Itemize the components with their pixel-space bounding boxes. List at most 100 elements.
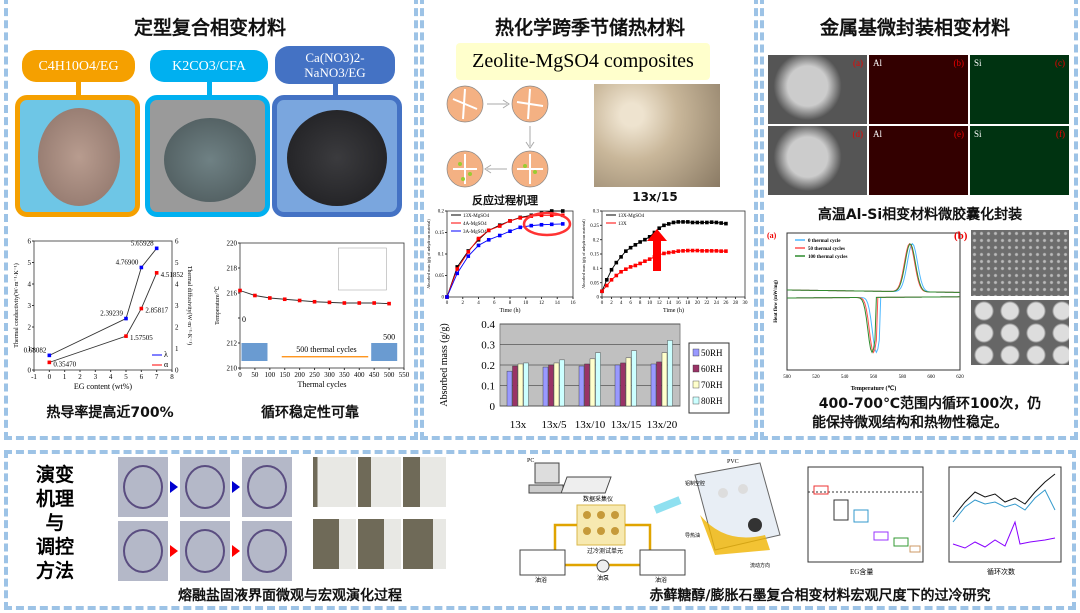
start-label: 0 [242, 315, 246, 324]
legend-label: 0 thermal cycle [808, 239, 841, 244]
droplet [123, 529, 163, 573]
y-axis-label: Thermal conductivity(W·m⁻¹·K⁻¹) [13, 263, 20, 347]
caption-photo: 13x/15 [632, 190, 678, 204]
boxplot-supercooling: EG含量 [807, 466, 924, 576]
chart-adsorption-zeolite-types: 0 2 4 6 8 10 12 14 16 0 0.05 0.1 0.15 0.2 Time (h) Abso… [426, 209, 576, 314]
sem-eds-cell: Al (b) [869, 55, 968, 124]
y-tick-label: 6 [28, 237, 32, 245]
legend-label: λ [164, 350, 168, 359]
data-point [124, 316, 128, 321]
data-point [486, 238, 491, 242]
x-tick-label: 13x/15 [611, 419, 642, 431]
x-tick-label: 13x [510, 419, 527, 431]
droplet [185, 529, 225, 573]
caption-microencapsulation: 高温Al-Si相变材料微胶囊化封装 [817, 207, 1023, 223]
data-label: 4.51852 [161, 271, 184, 279]
data-point [476, 236, 481, 241]
droplet-micrograph [180, 457, 230, 517]
data-point [600, 289, 604, 294]
data-point [518, 225, 523, 230]
data-point [47, 360, 52, 365]
x-tick-label: 620 [956, 375, 964, 380]
side-title-line: 演变 [35, 464, 74, 486]
data-point [560, 222, 565, 226]
x-tick-label: 12 [539, 301, 545, 306]
data-point [666, 250, 671, 255]
x-tick-label: 8 [509, 301, 512, 306]
x-tick-label: 24 [714, 301, 720, 306]
legend-label: 60RH [701, 364, 723, 374]
caption-molten-salt: 熔融盐固液界面微观与宏观演化过程 [178, 588, 402, 604]
bar [661, 352, 668, 407]
y2-tick-label: 6 [175, 237, 179, 245]
interface-photo [403, 519, 446, 569]
data-point [647, 257, 652, 261]
x-tick-label: 2 [78, 373, 82, 381]
y-tick-label: 0.2 [438, 210, 445, 215]
data-point [690, 220, 695, 225]
sem-image-low-mag [971, 230, 1069, 296]
panel-label-a: (a) [767, 231, 777, 240]
droplet [247, 529, 287, 573]
side-title-line: 与 [45, 512, 65, 534]
droplet [123, 465, 163, 509]
data-point [647, 235, 652, 239]
caption-mechanism: 反应过程机理 [472, 194, 538, 207]
x-tick-label: 500 [783, 375, 791, 380]
x-tick-label: 12 [657, 301, 663, 306]
interface-photo [403, 457, 446, 507]
data-point [709, 249, 714, 253]
x-axis-label: Time (h) [663, 307, 684, 314]
reaction-mechanism-diagram [446, 85, 549, 188]
x-tick-label: 150 [279, 371, 290, 379]
sem-label: Si [974, 129, 982, 139]
droplet-micrograph [118, 521, 168, 581]
y-tick-label: 0.15 [590, 253, 599, 258]
y2-tick-label: 3 [175, 302, 179, 310]
x-tick-label: 30 [743, 301, 749, 306]
x-axis-label: EG content (wt%) [74, 382, 133, 391]
x-tick-label: 560 [870, 375, 878, 380]
sem-label: (d) [852, 129, 864, 139]
panel-metal-based [760, 0, 1078, 440]
chart-thermal-conductivity: -1 0 1 2 3 4 5 6 7 80 01 12 23 34 45 56 6EG content (wt%… [13, 237, 193, 391]
data-point [497, 233, 502, 238]
data-point [714, 220, 719, 225]
data-point [671, 220, 676, 225]
bar [589, 358, 596, 407]
panel-title: 金属基微封装相变材料 [819, 17, 1010, 39]
sem-eds-grid: (a) Al (b) Si (c) (d) Al (e) Si (f) [768, 55, 1070, 195]
side-title-line: 方法 [35, 560, 74, 582]
caption-cycles: 循环稳定性可靠 [261, 405, 359, 421]
conclusion-line2: 能保持微观结构和热物性稳定。 [812, 415, 1008, 431]
y-tick-label: 210 [227, 364, 238, 372]
data-point [497, 224, 502, 228]
x-tick-label: 1 [63, 373, 67, 381]
data-point [124, 334, 128, 338]
plot-area [33, 240, 173, 371]
legend-label: 13X [618, 222, 627, 227]
data-point [154, 246, 159, 251]
y-tick-label: 3 [28, 302, 32, 310]
x-tick-label: 4 [109, 373, 113, 381]
droplet-micrograph [242, 521, 292, 581]
x-tick-label: 4 [620, 301, 623, 306]
label-flow: 流动方向 [750, 562, 770, 569]
panel-label-b: (b) [954, 230, 968, 242]
y-axis-label: Temperature/℃ [215, 286, 221, 325]
test-cell-diagram: PVC 铝制空腔 导热油 流动方向 [685, 459, 781, 569]
data-point [297, 298, 302, 303]
x-tick-label: 18 [685, 301, 691, 306]
x-tick-label: 520 [812, 375, 820, 380]
data-label: 2.39239 [100, 310, 123, 318]
data-point [47, 353, 52, 358]
label-unit: 过冷测试单元 [587, 547, 623, 555]
data-point [686, 248, 690, 253]
data-point [719, 249, 723, 253]
legend-label: 80RH [701, 396, 723, 406]
data-point [676, 249, 681, 253]
data-label: 1.57505 [130, 334, 153, 342]
panel-thermochemical [420, 0, 758, 440]
label-cavity: 铝制空腔 [685, 480, 705, 487]
legend-swatch [692, 396, 700, 405]
